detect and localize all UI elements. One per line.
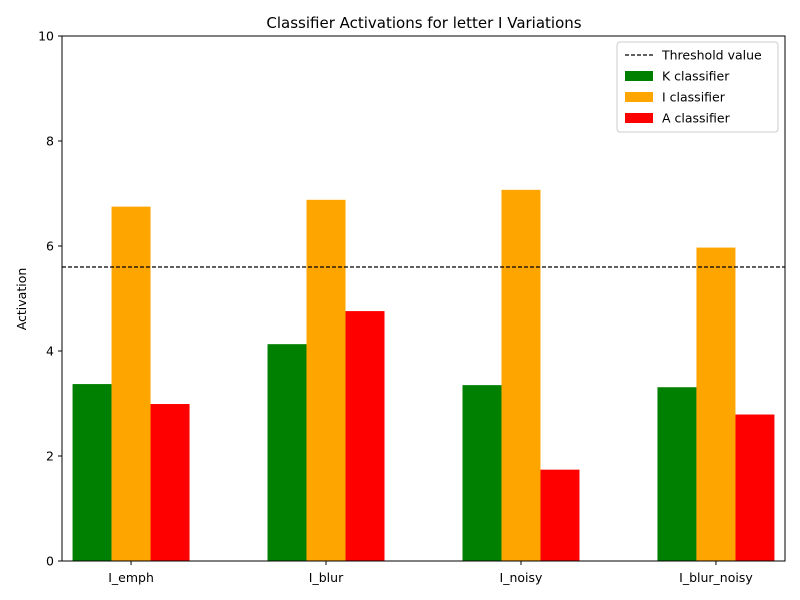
bar-k-classifier-i_emph <box>72 384 112 561</box>
bar-a-classifier-i_blur_noisy <box>735 414 775 561</box>
bar-k-classifier-i_blur <box>267 344 307 561</box>
legend-label: I classifier <box>662 90 726 105</box>
axes-group: 0 2 4 6 8 10 I_emph I_blur I_noisy I_blur_noisy <box>38 29 786 585</box>
legend-label: A classifier <box>662 111 731 126</box>
x-tick-label: I_blur <box>309 570 344 585</box>
legend-swatch-k-classifier <box>625 71 653 81</box>
x-tick-label: I_blur_noisy <box>679 570 753 585</box>
y-tick-label: 10 <box>38 29 54 44</box>
bar-a-classifier-i_noisy <box>540 469 580 561</box>
legend: Threshold value K classifier I classifier A… <box>616 41 779 133</box>
x-tick-label: I_noisy <box>500 570 543 585</box>
x-tick-label: I_emph <box>108 570 154 585</box>
bar-a-classifier-i_blur <box>345 311 385 561</box>
bar-i-classifier-i_blur <box>306 199 346 562</box>
chart-title: Classifier Activations for letter I Vari… <box>266 14 581 32</box>
y-axis-label: Activation <box>14 268 29 331</box>
legend-label: Threshold value <box>661 48 762 63</box>
y-tick-label: 8 <box>46 134 54 149</box>
bar-i-classifier-i_noisy <box>501 189 541 561</box>
legend-swatch-i-classifier <box>625 92 653 102</box>
bar-k-classifier-i_noisy <box>462 385 502 561</box>
y-tick-label: 0 <box>46 554 54 569</box>
bar-a-classifier-i_emph <box>150 404 190 561</box>
legend-swatch-a-classifier <box>625 113 653 123</box>
y-tick-label: 2 <box>46 449 54 464</box>
bar-i-classifier-i_blur_noisy <box>696 247 736 561</box>
bar-i-classifier-i_emph <box>111 206 151 561</box>
y-tick-label: 6 <box>46 239 54 254</box>
bar-k-classifier-i_blur_noisy <box>657 387 697 561</box>
bars-group <box>72 189 775 562</box>
y-tick-label: 4 <box>46 344 54 359</box>
legend-label: K classifier <box>662 69 730 84</box>
legend-box <box>616 41 779 133</box>
plot-frame <box>61 35 786 562</box>
